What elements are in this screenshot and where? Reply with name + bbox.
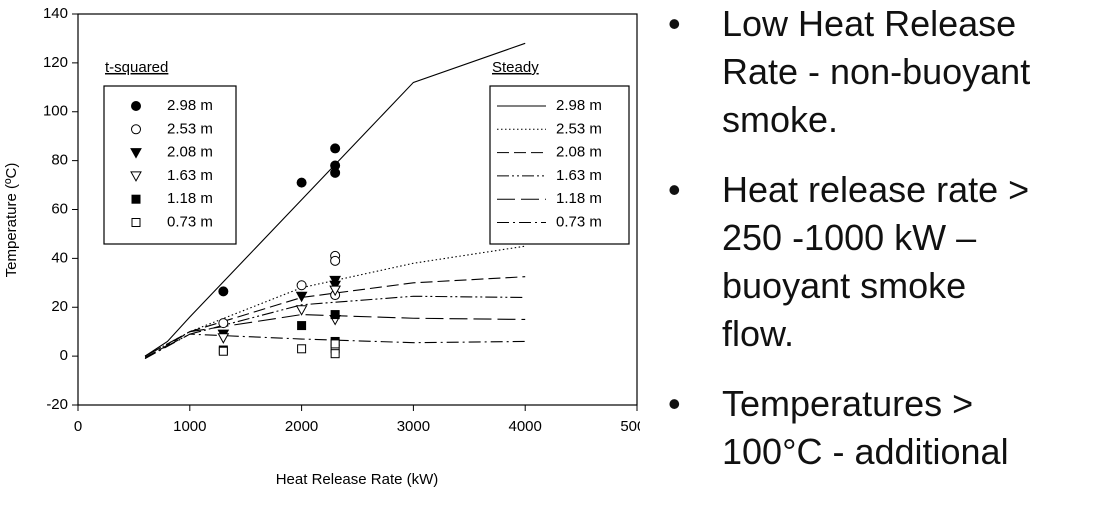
point (218, 346, 228, 356)
legend-label: 2.98 m (167, 97, 213, 114)
steady-line (144, 314, 526, 357)
point (330, 349, 340, 359)
y-tick-label: 40 (51, 249, 68, 266)
x-axis-label: Heat Release Rate (kW) (276, 471, 439, 488)
steady-line (144, 276, 526, 360)
y-tick-label: 80 (51, 152, 68, 169)
legend-label: 2.08 m (167, 144, 213, 161)
point (330, 255, 341, 266)
legend-box (489, 85, 630, 245)
legend-label: 1.18 m (556, 190, 602, 207)
y-axis-label: Temperature (ºC) (3, 163, 20, 278)
point (218, 286, 229, 297)
bullet-line: buoyant smoke (722, 265, 967, 306)
point (297, 344, 307, 354)
legend-marker (131, 124, 141, 135)
bullet-line: Temperatures > (722, 383, 974, 424)
bullet-line: 250 -1000 kW – (722, 217, 977, 258)
legend-label: 1.63 m (556, 167, 602, 184)
legend-label: 0.73 m (556, 213, 602, 230)
legend-label: 2.53 m (167, 120, 213, 137)
point (295, 305, 308, 316)
legend-box (103, 85, 237, 245)
chart: Heat Release Rate (kW) Temperature (ºC) … (3, 5, 640, 488)
bullet-line: smoke. (722, 99, 839, 140)
bullet-line: flow. (722, 313, 795, 354)
x-tick-label: 2000 (285, 418, 318, 435)
bullet-line: Low Heat Release (722, 3, 1017, 44)
y-tick-label: -20 (46, 396, 68, 413)
y-tick-label: 100 (43, 103, 68, 120)
steady-line (144, 42, 526, 357)
x-tick-label: 5000 (620, 418, 640, 435)
bullet-line: Rate - non-buoyant (722, 51, 1031, 92)
legend-label: 2.98 m (556, 97, 602, 114)
legend-marker (130, 148, 142, 159)
legend-marker (131, 218, 141, 227)
legend-marker (131, 101, 141, 111)
y-tick-label: 20 (51, 298, 68, 315)
steady-line (144, 295, 526, 358)
legend-label: 2.53 m (556, 120, 602, 137)
legend-label: 2.08 m (556, 144, 602, 161)
bullet: Temperatures > 100°C - additional (662, 380, 1104, 476)
x-tick-label: 0 (74, 418, 82, 435)
bullet: Heat release rate > 250 -1000 kW – buoyant… (662, 166, 1104, 358)
bullet-line: Heat release rate > (722, 169, 1030, 210)
legend-label: 1.63 m (167, 167, 213, 184)
bullet-list: Low Heat Release Rate - non-buoyant smoke.… (662, 0, 1104, 517)
legend-title: t-squared (105, 59, 168, 76)
y-tick-label: 0 (60, 347, 68, 364)
x-tick-label: 4000 (509, 418, 542, 435)
y-tick-label: 140 (43, 5, 68, 22)
bullet-line: 100°C - additional (722, 431, 1009, 472)
point (330, 339, 340, 349)
x-tick-label: 1000 (173, 418, 206, 435)
steady-line (144, 333, 526, 360)
point (329, 285, 341, 297)
y-tick-label: 60 (51, 200, 68, 217)
point (297, 321, 307, 331)
legend-marker (130, 171, 142, 182)
point (218, 318, 229, 329)
legend-label: 0.73 m (167, 213, 213, 230)
y-tick-label: 120 (43, 54, 68, 71)
bullet: Low Heat Release Rate - non-buoyant smoke. (662, 0, 1104, 144)
point (330, 310, 340, 320)
legend-marker (131, 194, 141, 204)
point (217, 333, 230, 344)
legend-title: Steady (492, 59, 539, 76)
point (296, 177, 307, 188)
point (296, 280, 307, 291)
point (295, 291, 308, 303)
point (330, 167, 341, 178)
x-tick-label: 3000 (397, 418, 430, 435)
point (330, 143, 341, 154)
legend-label: 1.18 m (167, 190, 213, 207)
